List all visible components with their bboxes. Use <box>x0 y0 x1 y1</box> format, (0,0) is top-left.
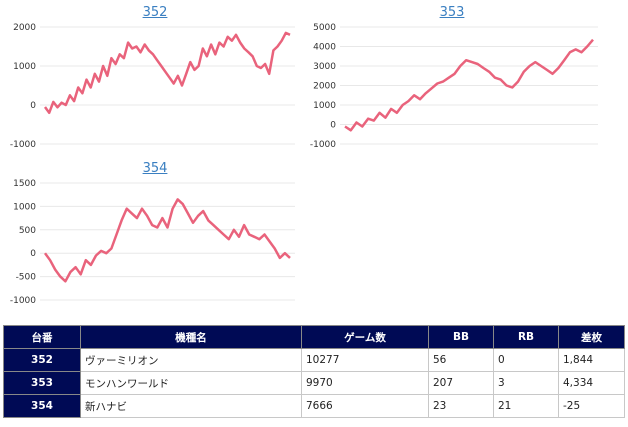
chart-title-352[interactable]: 352 <box>142 5 168 20</box>
bb-cell: 56 <box>428 348 494 372</box>
header-machine-no: 台番 <box>3 325 81 349</box>
games-cell: 7666 <box>301 394 429 418</box>
y-tick-label: 0 <box>30 249 36 259</box>
machine-no-cell: 353 <box>3 371 81 395</box>
games-cell: 10277 <box>301 348 429 372</box>
y-tick-label: 500 <box>19 226 36 236</box>
y-tick-label: 0 <box>330 121 336 131</box>
chart-352: -1000 0 1000 2000 <box>10 23 295 150</box>
diff-cell: 4,334 <box>558 371 625 395</box>
table-header-row: 台番 機種名 ゲーム数 BB RB 差枚 <box>3 325 625 349</box>
y-tick-label: 1000 <box>13 62 36 72</box>
header-diff: 差枚 <box>558 325 625 349</box>
y-tick-label: -1000 <box>10 296 36 306</box>
rb-cell: 0 <box>493 348 559 372</box>
series-line <box>43 198 291 283</box>
y-tick-label: 1000 <box>313 101 336 111</box>
bb-cell: 207 <box>428 371 494 395</box>
table-row[interactable]: 354 新ハナビ 7666 23 21 -25 <box>3 394 625 418</box>
header-bb: BB <box>428 325 494 349</box>
machine-no-cell: 352 <box>3 348 81 372</box>
header-rb: RB <box>493 325 559 349</box>
y-tick-label: 1500 <box>13 179 36 189</box>
y-tick-label: -1000 <box>310 140 336 150</box>
chart-353: -1000 0 1000 2000 3000 4000 5000 <box>310 23 598 150</box>
y-tick-label: 2000 <box>13 23 36 33</box>
machine-no-cell: 354 <box>3 394 81 418</box>
header-games: ゲーム数 <box>301 325 429 349</box>
series-line <box>344 38 594 132</box>
chart-title-353[interactable]: 353 <box>439 5 465 20</box>
model-name-cell: モンハンワールド <box>80 371 302 395</box>
rb-cell: 21 <box>493 394 559 418</box>
chart-title-354[interactable]: 354 <box>142 161 168 176</box>
y-tick-label: 0 <box>30 101 36 111</box>
y-tick-label: 4000 <box>313 43 336 53</box>
model-name-cell: ヴァーミリオン <box>80 348 302 372</box>
games-cell: 9970 <box>301 371 429 395</box>
y-tick-label: 3000 <box>313 62 336 72</box>
bb-cell: 23 <box>428 394 494 418</box>
rb-cell: 3 <box>493 371 559 395</box>
y-tick-label: 1000 <box>13 202 36 212</box>
y-tick-label: -500 <box>16 273 37 283</box>
y-tick-label: -1000 <box>10 140 36 150</box>
diff-cell: 1,844 <box>558 348 625 372</box>
y-tick-label: 5000 <box>313 23 336 33</box>
model-name-cell: 新ハナビ <box>80 394 302 418</box>
summary-table: 台番 機種名 ゲーム数 BB RB 差枚 352 ヴァーミリオン 10277 5… <box>3 325 625 418</box>
table-row[interactable]: 353 モンハンワールド 9970 207 3 4,334 <box>3 371 625 395</box>
table-row[interactable]: 352 ヴァーミリオン 10277 56 0 1,844 <box>3 348 625 372</box>
diff-cell: -25 <box>558 394 625 418</box>
header-model-name: 機種名 <box>80 325 302 349</box>
series-line <box>43 31 291 115</box>
chart-354: -1000 -500 0 500 1000 1500 <box>10 179 295 306</box>
y-tick-label: 2000 <box>313 82 336 92</box>
